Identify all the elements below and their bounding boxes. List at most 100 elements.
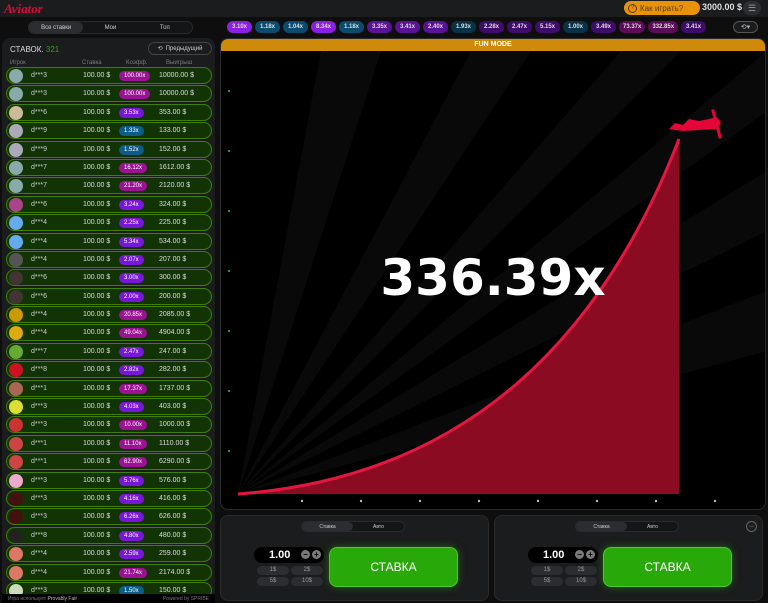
tab-all-bets[interactable]: Все ставки <box>29 22 84 33</box>
quick-bet-5[interactable]: 5$ <box>257 577 289 586</box>
win-amount: 282.00 $ <box>159 366 187 374</box>
previous-button[interactable]: ⟲ Предыдущий <box>148 42 212 55</box>
avatar <box>9 308 23 323</box>
bet-amount: 100.00 $ <box>83 384 111 392</box>
player-name: d***4 <box>31 237 47 245</box>
bet-amount: 100.00 $ <box>83 255 111 263</box>
avatar <box>9 381 23 396</box>
cashout-multiplier: 1.33x <box>119 126 144 137</box>
bet-amount: 100.00 $ <box>83 550 111 558</box>
cashout-multiplier: 6.26x <box>119 512 144 523</box>
history-multiplier[interactable]: 3.41x <box>681 21 707 33</box>
cashout-multiplier: 2.07x <box>119 254 144 265</box>
cashout-multiplier: 2.59x <box>119 549 144 560</box>
plus-icon[interactable]: + <box>586 550 595 559</box>
game-area: FUN MODE 336.39x <box>220 38 766 510</box>
quick-bet-10[interactable]: 10$ <box>291 577 323 586</box>
bets-count: СТАВОК. 321 <box>10 45 60 54</box>
avatar <box>9 528 23 543</box>
menu-icon[interactable]: ☰ <box>743 1 761 15</box>
bet-amount-input[interactable]: 1.00 − + <box>528 547 598 563</box>
tab-auto[interactable]: Авто <box>373 523 384 530</box>
cashout-multiplier: 5.76x <box>119 475 144 486</box>
x-axis-dots <box>300 499 717 503</box>
minus-icon[interactable]: − <box>575 550 584 559</box>
bet-mode-tabs: Ставка Авто <box>575 521 679 532</box>
bet-amount: 100.00 $ <box>83 458 111 466</box>
win-amount: 1612.00 $ <box>159 163 191 171</box>
win-amount: 2085.00 $ <box>159 311 191 319</box>
avatar <box>9 565 23 580</box>
bet-row: d***3 100.00 $ 5.76x 576.00 $ <box>6 471 212 489</box>
quick-bet-1[interactable]: 1$ <box>531 566 563 575</box>
bet-amount: 100.00 $ <box>83 72 111 79</box>
avatar <box>9 179 23 194</box>
bet-row: d***1 100.00 $ 62.90x 6290.00 $ <box>6 453 212 471</box>
bet-amount: 100.00 $ <box>83 200 111 208</box>
flight-graph <box>228 51 765 503</box>
bet-amount: 100.00 $ <box>83 182 111 190</box>
player-name: d***8 <box>31 366 47 374</box>
history-multiplier[interactable]: 1.18x <box>339 21 364 33</box>
history-multiplier[interactable]: 2.47x <box>507 21 532 33</box>
cashout-multiplier: 2.82x <box>119 365 144 376</box>
minus-icon[interactable]: − <box>301 550 310 559</box>
how-to-play-button[interactable]: ? Как играть? <box>624 1 700 15</box>
cashout-multiplier: 1.52x <box>119 144 144 155</box>
history-multiplier[interactable]: 1.00x <box>563 21 588 33</box>
history-dropdown-button[interactable]: ⟲▾ <box>733 21 758 33</box>
avatar <box>9 491 23 506</box>
cashout-multiplier: 4.03x <box>119 402 144 413</box>
tab-auto[interactable]: Авто <box>647 523 658 530</box>
place-bet-button[interactable]: СТАВКА <box>603 547 732 587</box>
win-amount: 207.00 $ <box>159 255 187 263</box>
win-amount: 247.00 $ <box>159 347 187 355</box>
win-amount: 225.00 $ <box>159 219 187 227</box>
y-axis-dots <box>228 90 230 452</box>
cashout-multiplier: 2.25x <box>119 218 144 229</box>
avatar <box>9 124 23 139</box>
bet-row: d***1 100.00 $ 11.10x 1110.00 $ <box>6 434 212 452</box>
history-multiplier[interactable]: 3.35x <box>367 21 392 33</box>
bet-panel: Ставка Авто 1.00 − + 1$ 2$ 5$ 10$ СТАВКА <box>220 515 489 601</box>
history-multiplier[interactable]: 73.37x <box>619 21 646 33</box>
plus-icon[interactable]: + <box>312 550 321 559</box>
avatar <box>9 510 23 525</box>
tab-bet[interactable]: Ставка <box>302 522 353 531</box>
history-multiplier[interactable]: 2.40x <box>423 21 448 33</box>
avatar <box>9 160 23 175</box>
history-multiplier[interactable]: 3.49x <box>591 21 616 33</box>
history-multiplier[interactable]: 1.18x <box>255 21 280 33</box>
cashout-multiplier: 3.00x <box>119 273 144 284</box>
player-name: d***7 <box>31 182 47 190</box>
bet-amount-input[interactable]: 1.00 − + <box>254 547 324 563</box>
quick-bet-1[interactable]: 1$ <box>257 566 289 575</box>
win-amount: 1000.00 $ <box>159 421 191 429</box>
footer: Игра использует Provably Fair Powered by… <box>2 594 215 603</box>
bet-amount: 100.00 $ <box>83 311 111 319</box>
quick-bet-10[interactable]: 10$ <box>565 577 597 586</box>
quick-bet-5[interactable]: 5$ <box>531 577 563 586</box>
history-multiplier[interactable]: 1.93x <box>451 21 476 33</box>
col-player: Игрок <box>10 60 26 66</box>
history-multiplier[interactable]: 8.34x <box>311 21 336 33</box>
tab-top[interactable]: Топ <box>159 24 170 31</box>
win-amount: 259.00 $ <box>159 550 187 558</box>
history-multiplier[interactable]: 5.15x <box>535 21 560 33</box>
avatar <box>9 473 23 488</box>
provably-fair-link[interactable]: Provably Fair <box>47 595 77 602</box>
tab-my-bets[interactable]: Мои <box>104 24 117 31</box>
remove-panel-icon[interactable]: − <box>746 521 757 532</box>
history-multiplier[interactable]: 3.41x <box>395 21 420 33</box>
history-multiplier[interactable]: 3.10x <box>227 21 252 33</box>
player-name: d***3 <box>31 421 47 429</box>
avatar <box>9 547 23 562</box>
bet-amount-value: 1.00 <box>269 549 291 561</box>
place-bet-button[interactable]: СТАВКА <box>329 547 458 587</box>
quick-bet-2[interactable]: 2$ <box>565 566 597 575</box>
history-multiplier[interactable]: 2.28x <box>479 21 504 33</box>
quick-bet-2[interactable]: 2$ <box>291 566 323 575</box>
history-multiplier[interactable]: 332.85x <box>648 21 679 33</box>
tab-bet[interactable]: Ставка <box>576 522 627 531</box>
history-multiplier[interactable]: 1.04x <box>283 21 308 33</box>
